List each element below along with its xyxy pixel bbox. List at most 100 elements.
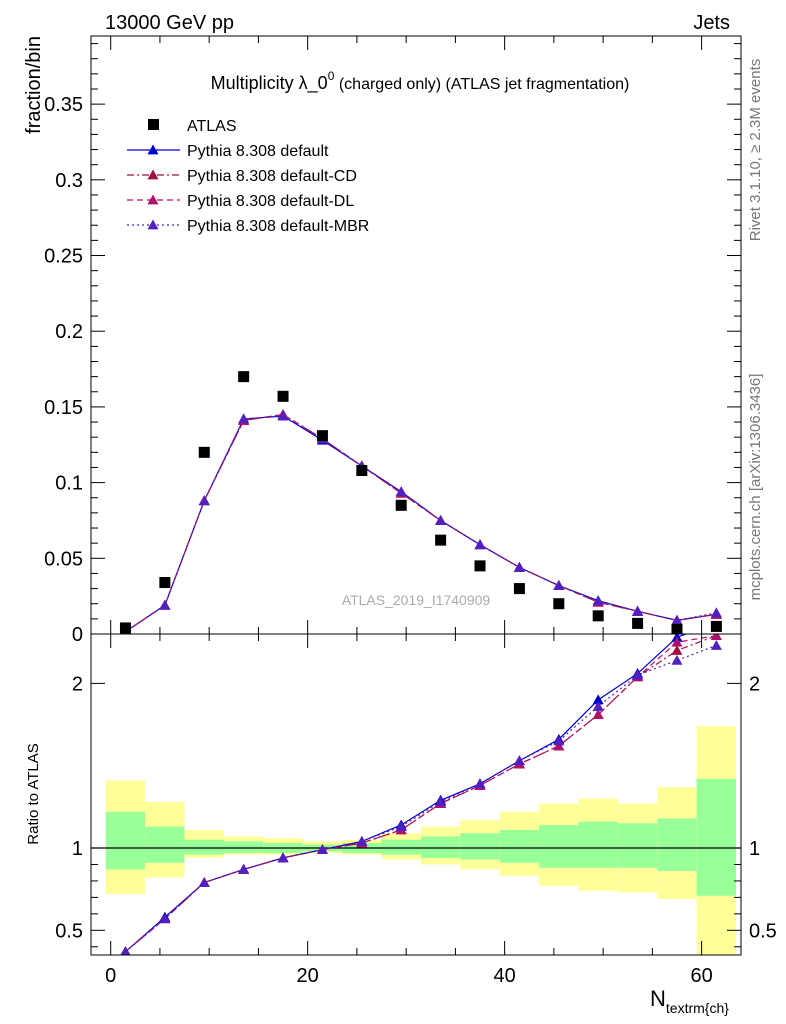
main-y-tick-label: 0.2 xyxy=(55,321,83,343)
ratio-inner-band xyxy=(696,778,737,896)
ratio-point xyxy=(632,669,644,680)
ratio-point xyxy=(356,835,368,846)
data-point xyxy=(119,622,131,634)
ratio-point xyxy=(671,636,683,647)
ratio-inner-band xyxy=(145,826,185,863)
main-y-tick-label: 0.35 xyxy=(44,94,83,116)
ratio-inner-band xyxy=(223,841,264,853)
legend-marker-triangle xyxy=(147,169,159,180)
ratio-point xyxy=(710,640,722,650)
ratio-point xyxy=(238,863,250,874)
x-tick-label: 0 xyxy=(105,965,116,987)
legend-entry: Pythia 8.308 default-DL xyxy=(127,193,354,210)
legend-label: Pythia 8.308 default-MBR xyxy=(187,218,369,235)
ratio-point xyxy=(592,709,604,720)
rivet-label: Rivet 3.1.10, ≥ 2.3M events xyxy=(747,59,764,242)
main-y-tick-label: 0 xyxy=(72,624,83,646)
mc-point xyxy=(395,486,407,497)
mc-point xyxy=(435,514,447,525)
x-axis-label-main: N xyxy=(650,986,666,1011)
mc-point xyxy=(632,605,644,616)
main-y-tick-label: 0.05 xyxy=(44,548,83,570)
legend-entry: Pythia 8.308 default-CD xyxy=(127,168,357,185)
ratio-plot-frame xyxy=(90,633,742,956)
data-point xyxy=(198,446,210,458)
x-axis-label-subscript: textrm{ch} xyxy=(666,1000,729,1016)
legend-marker-triangle xyxy=(147,144,159,155)
plot-title-suffix: (charged only) (ATLAS jet fragmentation) xyxy=(334,76,629,93)
ratio-y-tick-label-right: 0.5 xyxy=(749,920,777,942)
mc-point xyxy=(198,495,210,506)
main-y-tick-label: 0.3 xyxy=(55,170,83,192)
ratio-point xyxy=(710,634,722,641)
main-y-tick-label: 0.1 xyxy=(55,473,83,495)
legend: ATLAS Pythia 8.308 default Pythia 8.308 de… xyxy=(127,118,369,235)
main-y-axis-label: fraction/bin xyxy=(23,36,45,134)
ratio-point xyxy=(592,694,604,705)
legend-label: Pythia 8.308 default xyxy=(187,143,329,160)
mc-point xyxy=(513,561,525,572)
main-y-tick-label: 0.15 xyxy=(44,397,83,419)
axes: 00.050.10.150.20.250.30.350 20 40 600.5 0.51… xyxy=(44,36,777,987)
mc-point xyxy=(671,614,683,625)
mcplots-label: mcplots.cern.ch [arXiv:1306.3436] xyxy=(747,374,764,601)
legend-label: Pythia 8.308 default-DL xyxy=(187,193,354,210)
ratio-y-tick-label-right: 2 xyxy=(749,673,760,695)
data-point xyxy=(671,623,683,634)
ratio-inner-band xyxy=(578,821,618,868)
mc-point xyxy=(238,413,250,424)
data-point xyxy=(710,620,722,632)
legend-marker-triangle xyxy=(147,219,159,230)
main-series-line xyxy=(125,415,717,633)
mc-point xyxy=(710,607,722,618)
legend-entry: Pythia 8.308 default-MBR xyxy=(127,218,369,235)
ratio-point xyxy=(592,700,604,711)
ratio-y-tick-label: 0.5 xyxy=(55,920,83,942)
ratio-inner-band xyxy=(381,839,421,855)
ratio-point xyxy=(474,778,486,789)
analysis-watermark: ATLAS_2019_I1740909 xyxy=(342,592,491,608)
data-point xyxy=(513,583,525,595)
plot-title-main: Multiplicity λ_0 xyxy=(211,73,328,94)
main-y-tick-label: 0.25 xyxy=(44,246,83,268)
ratio-y-tick-label: 1 xyxy=(72,838,83,860)
mc-point xyxy=(553,580,565,590)
legend-label: Pythia 8.308 default-CD xyxy=(187,168,357,185)
legend-marker-triangle xyxy=(147,194,159,205)
ratio-y-axis-label: Ratio to ATLAS xyxy=(25,743,42,844)
data-point xyxy=(553,598,565,610)
ratio-point xyxy=(671,644,683,655)
energy-label: 13000 GeV pp xyxy=(105,12,234,34)
legend-label: ATLAS xyxy=(187,118,237,135)
legend-entry: ATLAS xyxy=(148,118,237,135)
ratio-y-tick-label-right: 1 xyxy=(749,838,760,860)
ratio-point xyxy=(316,844,328,855)
ratio-series-line xyxy=(125,644,717,953)
ratio-point xyxy=(120,946,131,955)
data-point xyxy=(474,560,486,572)
data-point xyxy=(277,390,289,402)
x-tick-label: 60 xyxy=(690,965,712,987)
data-point xyxy=(159,577,171,589)
legend-entry: Pythia 8.308 default xyxy=(127,143,329,160)
mc-point xyxy=(277,410,289,421)
ratio-point xyxy=(159,913,171,924)
ratio-inner-band xyxy=(657,818,697,872)
ratio-inner-band xyxy=(460,833,500,860)
data-point xyxy=(316,430,328,442)
main-series-line xyxy=(125,413,717,633)
ratio-point xyxy=(553,735,565,746)
ratio-point xyxy=(671,654,683,665)
ratio-point xyxy=(395,821,407,831)
mc-point xyxy=(474,539,486,550)
ratio-point xyxy=(513,755,525,766)
x-tick-label: 40 xyxy=(494,965,516,987)
ratio-series-line xyxy=(125,635,717,953)
ratio-series-line xyxy=(125,634,688,953)
legend-marker-square xyxy=(148,119,159,130)
mc-point xyxy=(592,595,604,606)
plot-title-superscript: 0 xyxy=(328,69,335,83)
ratio-point xyxy=(198,877,210,887)
ratio-point xyxy=(435,796,447,807)
